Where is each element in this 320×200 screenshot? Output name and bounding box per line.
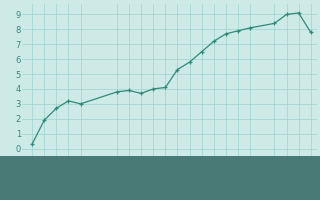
X-axis label: Humidex (Indice chaleur): Humidex (Indice chaleur)	[105, 166, 234, 175]
